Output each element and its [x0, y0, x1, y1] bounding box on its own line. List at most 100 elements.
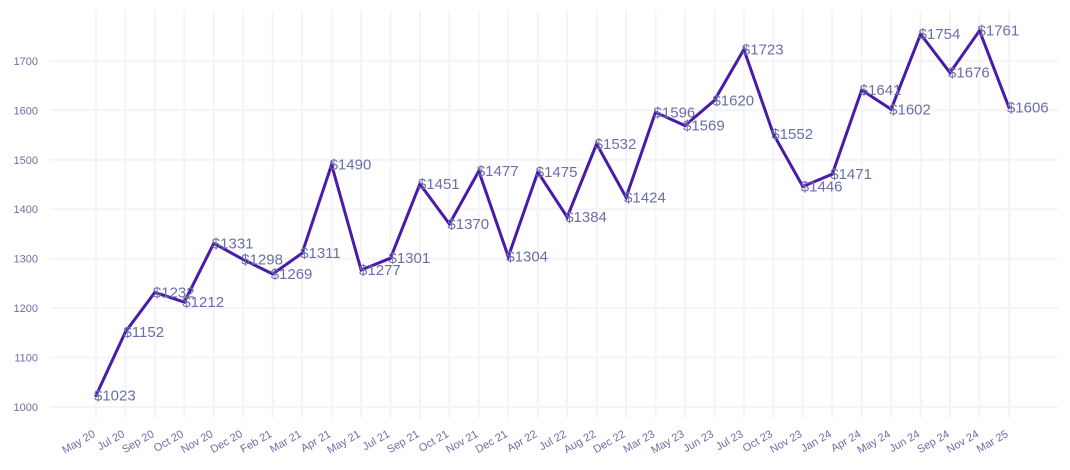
- data-point: [359, 268, 363, 272]
- x-tick-label: Oct 20: [152, 428, 186, 455]
- data-label: $1212: [182, 294, 224, 311]
- y-tick-label: 1200: [14, 303, 38, 315]
- data-label: $1606: [1007, 99, 1049, 116]
- data-point: [712, 98, 716, 102]
- x-tick-label: Sep 21: [385, 428, 421, 456]
- data-label: $1269: [271, 266, 313, 283]
- data-point: [830, 172, 834, 176]
- data-point: [771, 132, 775, 136]
- x-tick-label: Mar 25: [975, 428, 1011, 456]
- x-tick-label: Nov 23: [768, 428, 804, 456]
- x-tick-label: Jun 24: [887, 428, 922, 455]
- x-tick-label: Jun 23: [681, 428, 716, 455]
- data-point: [654, 110, 658, 114]
- y-tick-label: 1100: [14, 353, 38, 365]
- x-tick-label: Oct 21: [417, 428, 451, 455]
- data-label: $1451: [418, 176, 460, 193]
- data-label: $1477: [477, 163, 519, 180]
- x-tick-label: Mar 21: [268, 428, 304, 456]
- x-tick-label: Jul 23: [714, 428, 745, 453]
- x-tick-label: Dec 20: [209, 428, 245, 456]
- data-point: [801, 184, 805, 188]
- data-label: $1754: [919, 26, 961, 43]
- data-point: [389, 256, 392, 260]
- x-tick-label: Dec 21: [474, 428, 510, 456]
- data-label: $1471: [830, 166, 872, 183]
- data-label: $1552: [771, 126, 813, 143]
- data-point: [565, 215, 569, 219]
- x-tick-label: Aug 22: [562, 428, 598, 456]
- data-label: $1301: [389, 250, 431, 267]
- x-tick-label: May 24: [855, 428, 892, 456]
- y-tick-label: 1700: [14, 56, 38, 68]
- data-label: $1277: [359, 262, 401, 279]
- x-tick-label: Oct 23: [741, 428, 775, 455]
- data-point: [536, 170, 540, 174]
- x-tick-label: Nov 21: [444, 428, 480, 456]
- y-axis-ticks: 1000 1100 1200 1300 1400 1500 1600 1700: [14, 56, 38, 414]
- data-point: [418, 182, 422, 186]
- x-tick-label: Apr 22: [505, 428, 539, 455]
- x-tick-label: Sep 24: [915, 428, 951, 456]
- x-tick-label: Nov 20: [179, 428, 215, 456]
- data-point: [919, 32, 923, 36]
- data-point: [447, 222, 451, 226]
- x-tick-label: Feb 21: [239, 428, 275, 456]
- data-point: [94, 394, 98, 398]
- data-label: $1475: [536, 164, 578, 181]
- data-label: $1023: [94, 388, 136, 405]
- x-tick-label: May 20: [60, 428, 97, 456]
- data-point: [742, 47, 746, 51]
- data-label: $1676: [948, 65, 990, 82]
- data-point: [683, 124, 687, 128]
- series-line: [94, 27, 1011, 398]
- series-line-layer: [94, 27, 1011, 398]
- data-point: [506, 255, 510, 259]
- data-label: $1152: [123, 324, 164, 341]
- data-label: $1298: [241, 252, 283, 269]
- data-point: [860, 88, 864, 92]
- data-label: $1304: [506, 249, 548, 266]
- data-label: $1490: [330, 157, 372, 174]
- data-label: $1761: [978, 23, 1020, 40]
- y-tick-label: 1400: [14, 204, 38, 216]
- x-tick-label: Dec 22: [591, 428, 627, 456]
- data-labels: $1023 $1152 $1232$1212 $1331$1298$1269 $1311…: [94, 23, 1049, 405]
- data-label: $1620: [712, 92, 754, 109]
- data-label: $1569: [683, 118, 725, 135]
- data-point: [978, 29, 981, 33]
- data-point: [889, 107, 893, 111]
- data-point: [241, 258, 245, 262]
- data-point: [595, 142, 599, 146]
- x-tick-label: Nov 24: [945, 428, 981, 456]
- x-tick-label: Jan 24: [799, 428, 834, 455]
- data-point: [153, 290, 157, 294]
- data-point: [212, 241, 216, 245]
- data-point: [948, 71, 952, 75]
- data-label: $1446: [801, 178, 843, 195]
- x-tick-label: Sep 20: [120, 428, 156, 456]
- data-label: $1532: [595, 136, 637, 153]
- data-label: $1384: [565, 209, 607, 226]
- data-point: [182, 300, 186, 304]
- data-label: $1723: [742, 41, 784, 58]
- data-label: $1232: [153, 284, 195, 301]
- data-point: [300, 251, 304, 255]
- data-point: [624, 195, 628, 199]
- data-label: $1596: [654, 104, 696, 121]
- data-label: $1641: [860, 82, 902, 99]
- data-point: [330, 163, 334, 167]
- data-label: $1602: [889, 101, 931, 118]
- y-tick-label: 1500: [14, 155, 38, 167]
- data-point: [1007, 105, 1011, 109]
- data-label: $1331: [212, 235, 254, 252]
- y-tick-label: 1300: [14, 254, 38, 266]
- data-point: [477, 169, 481, 173]
- data-point: [123, 330, 127, 334]
- x-tick-label: May 21: [325, 428, 362, 456]
- data-point: [271, 272, 275, 276]
- y-tick-label: 1000: [14, 402, 38, 414]
